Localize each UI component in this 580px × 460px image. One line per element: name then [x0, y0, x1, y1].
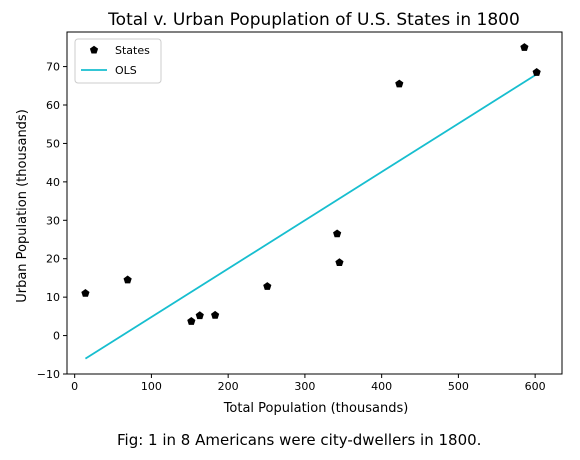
legend-marker-states	[89, 45, 99, 54]
x-tick-label: 200	[218, 380, 239, 393]
state-point	[335, 258, 344, 267]
y-axis-title: Urban Population (thousands)	[15, 109, 30, 303]
x-tick-label: 500	[448, 380, 469, 393]
state-point	[520, 43, 529, 51]
state-point	[395, 79, 404, 88]
state-point	[211, 310, 220, 319]
y-tick-label: 60	[46, 99, 60, 112]
ols-line	[84, 73, 538, 360]
x-axis-title: Total Population (thousands)	[223, 401, 409, 416]
y-tick-label: 50	[46, 137, 60, 150]
x-tick-label: 600	[525, 380, 546, 393]
y-tick-label: 0	[53, 330, 60, 343]
legend-label: States	[115, 44, 150, 57]
figure-caption: Fig: 1 in 8 Americans were city-dwellers…	[117, 431, 481, 449]
chart-title: Total v. Urban Popuplation of U.S. State…	[107, 10, 520, 30]
plot-area: 0 100 200 300 400 500 600 −10 0 10 20 30 40 50 60 70 Sta…	[37, 31, 563, 393]
state-point	[263, 282, 272, 290]
y-tick-label: 30	[46, 214, 60, 227]
x-tick-label: 100	[141, 380, 162, 393]
y-tick-label: 70	[46, 61, 60, 74]
state-point	[123, 275, 132, 284]
state-point	[195, 311, 204, 320]
state-point	[187, 317, 196, 325]
state-point	[532, 68, 541, 76]
y-tick-label: 40	[46, 176, 60, 189]
x-tick-label: 0	[71, 380, 78, 393]
state-point	[333, 229, 342, 238]
y-tick-label: −10	[37, 368, 60, 381]
y-tick-label: 10	[46, 291, 60, 304]
y-tick-label: 20	[46, 253, 60, 266]
x-tick-label: 400	[371, 380, 392, 393]
plot-frame	[66, 31, 563, 375]
x-tick-label: 300	[294, 380, 315, 393]
state-point	[81, 289, 90, 297]
legend-label: OLS	[115, 64, 137, 77]
